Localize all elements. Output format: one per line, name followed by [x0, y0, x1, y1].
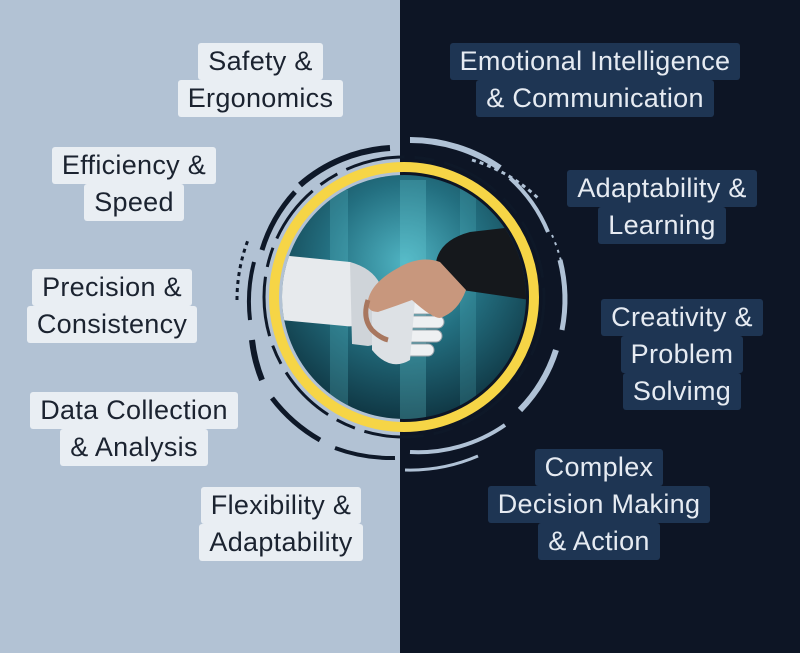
human-strength-decision: Complex Decision Making & Action [468, 449, 730, 560]
robot-strength-efficiency: Efficiency & Speed [38, 147, 230, 221]
label-line: Efficiency & [51, 147, 217, 184]
label-line: Precision & [32, 269, 192, 306]
label-line: Solvimg [622, 373, 742, 410]
label-line: Problem [620, 336, 744, 373]
label-line: Decision Making [487, 486, 711, 523]
label-line: Safety & [198, 43, 323, 80]
label-line: & Communication [476, 80, 714, 117]
outer-arcs [235, 136, 568, 472]
yellow-ring [269, 162, 539, 432]
human-strength-creativity: Creativity & Problem Solvimg [587, 299, 777, 410]
label-line: Adaptability & [567, 170, 757, 207]
label-line: & Action [538, 523, 660, 560]
robot-strength-precision: Precision & Consistency [12, 269, 212, 343]
inner-ring [262, 155, 546, 439]
label-line: Data Collection [30, 392, 238, 429]
label-line: Ergonomics [177, 80, 344, 117]
label-line: Speed [84, 184, 184, 221]
robot-strength-flexibility: Flexibility & Adaptability [186, 487, 376, 561]
label-line: & Analysis [60, 429, 208, 466]
label-line: Learning [598, 207, 726, 244]
robot-strength-safety: Safety & Ergonomics [163, 43, 358, 117]
label-line: Consistency [26, 306, 198, 343]
label-line: Flexibility & [200, 487, 362, 524]
label-line: Adaptability [199, 524, 363, 561]
robot-human-handshake-icon [282, 175, 526, 419]
robot-strength-data: Data Collection & Analysis [14, 392, 254, 466]
human-strength-adaptability: Adaptability & Learning [551, 170, 773, 244]
label-line: Complex [534, 449, 664, 486]
label-line: Creativity & [601, 299, 763, 336]
label-line: Emotional Intelligence [449, 43, 741, 80]
human-strength-emotional: Emotional Intelligence & Communication [426, 43, 764, 117]
